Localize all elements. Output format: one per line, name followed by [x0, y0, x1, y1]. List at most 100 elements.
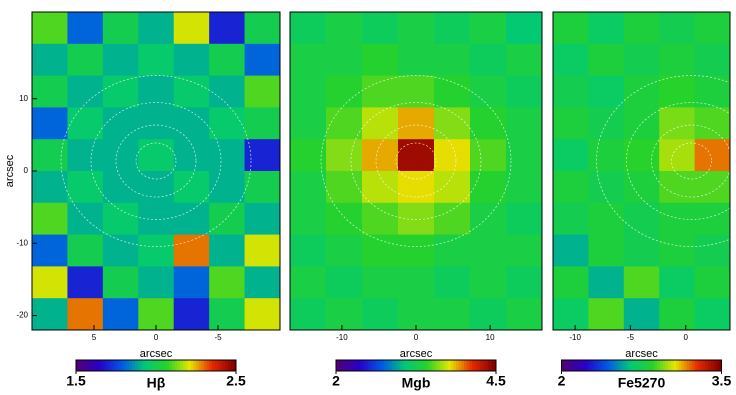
map-cell	[244, 298, 281, 331]
colorbar-segment	[344, 360, 348, 371]
colorbar-segment	[625, 360, 629, 371]
colorbar-segment	[413, 360, 417, 371]
colorbar-segment	[177, 360, 181, 371]
map-cell	[398, 107, 435, 140]
colorbar-segment	[718, 360, 722, 371]
map-cell	[173, 171, 210, 204]
colorbar-segment	[188, 360, 192, 371]
map-cell	[209, 202, 246, 236]
colorbar-segment	[78, 360, 82, 371]
map-cell	[588, 202, 625, 236]
map-cell	[659, 107, 696, 140]
colorbar-segment	[230, 360, 234, 371]
colorbar-segment	[129, 360, 133, 371]
isophote	[651, 124, 732, 198]
map-cell	[694, 202, 731, 236]
map-cell	[138, 107, 175, 140]
map-cell	[244, 202, 281, 236]
map-cell	[362, 298, 399, 331]
colorbar-segment	[564, 360, 568, 371]
colorbar-label: Fe5270	[618, 375, 666, 391]
colorbar-segment	[222, 360, 226, 371]
colorbar-segment	[105, 360, 109, 371]
colorbar-segment	[477, 360, 481, 371]
colorbar-segment	[684, 360, 688, 371]
map-cell	[506, 139, 543, 172]
map-cell	[32, 266, 68, 299]
map-cell	[398, 75, 435, 108]
x-axis-label: arcsec	[400, 348, 433, 360]
map-cell	[173, 234, 210, 267]
map-cell	[553, 12, 589, 45]
map-cell	[553, 266, 589, 299]
colorbar-segment	[338, 360, 342, 371]
colorbar-segment	[140, 360, 144, 371]
map-cell	[290, 234, 327, 267]
isophote	[596, 75, 736, 247]
colorbar-segment	[705, 360, 709, 371]
colorbar-segment	[196, 360, 200, 371]
colorbar-segment	[612, 360, 616, 371]
map-cell	[506, 43, 543, 77]
colorbar-segment	[172, 360, 176, 371]
colorbar-segment	[402, 360, 406, 371]
colorbar-segment	[92, 360, 96, 371]
map-cell	[659, 298, 696, 331]
map-cell	[32, 171, 68, 204]
colorbar-segment	[482, 360, 486, 371]
colorbar-frame	[561, 359, 722, 372]
colorbar-segment	[161, 360, 165, 371]
colorbar-segment	[365, 360, 369, 371]
map-cell	[362, 234, 399, 267]
colorbar-segment	[384, 360, 388, 371]
colorbar-segment	[368, 360, 372, 371]
map-cell	[588, 298, 625, 331]
colorbar-segment	[633, 360, 637, 371]
map-cell	[362, 107, 399, 140]
colorbar-segment	[614, 360, 618, 371]
map-cell	[694, 298, 731, 331]
map-cell	[244, 43, 281, 77]
map-cell	[506, 107, 543, 140]
y-tick-label: -10	[16, 238, 28, 247]
map-cell	[553, 107, 589, 140]
map-cell	[138, 266, 175, 299]
map-cell	[326, 139, 363, 172]
colorbar-segment	[341, 360, 345, 371]
colorbar-segment	[472, 360, 476, 371]
colorbar-segment	[352, 360, 356, 371]
colorbar-segment	[644, 360, 648, 371]
colorbar-segment	[493, 360, 497, 371]
map-cell	[67, 107, 104, 140]
map-cell	[326, 171, 363, 204]
colorbar-segment	[169, 360, 173, 371]
colorbar-segment	[670, 360, 674, 371]
map-cell	[659, 171, 696, 204]
colorbar-segment	[606, 360, 610, 371]
map-cell	[290, 139, 327, 172]
map-cell	[553, 43, 589, 77]
colorbar-segment	[209, 360, 213, 371]
colorbar-segment	[97, 360, 101, 371]
colorbar-segment	[124, 360, 128, 371]
map-cell	[209, 43, 246, 77]
map-cell	[67, 202, 104, 236]
colorbar-segment	[228, 360, 232, 371]
map-cell	[659, 75, 696, 108]
map-cell	[434, 43, 471, 77]
colorbar-segment	[86, 360, 90, 371]
colorbar-segment	[574, 360, 578, 371]
colorbar-segment	[126, 360, 130, 371]
map-cell	[506, 171, 543, 204]
isophote	[350, 102, 482, 220]
colorbar-segment	[461, 360, 465, 371]
map-cell	[290, 298, 327, 331]
map-cell	[553, 171, 589, 204]
colorbar-segment	[193, 360, 197, 371]
map-cell	[553, 234, 589, 267]
colorbar-segment	[206, 360, 210, 371]
map-cell	[470, 107, 507, 140]
map-cell	[398, 234, 435, 267]
colorbar-segment	[673, 360, 677, 371]
colorbar-segment	[110, 360, 114, 371]
